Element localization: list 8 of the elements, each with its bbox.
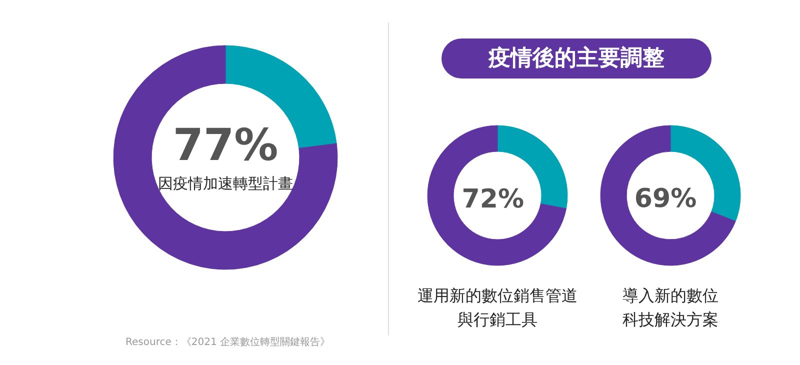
- text: Resource：《2021 企業數位轉型關鍵報告》: [126, 336, 330, 348]
- data-label: 72%: [462, 184, 524, 214]
- slice-label: 因疫情加速轉型計畫: [158, 174, 293, 192]
- slice-label: 導入新的數位科技解決方案: [622, 286, 718, 329]
- chart-title: 疫情後的主要調整: [488, 45, 664, 71]
- slice-label: 運用新的數位銷售管道與行銷工具: [418, 286, 578, 329]
- data-label: 69%: [634, 184, 697, 214]
- data-label: 77%: [172, 120, 278, 171]
